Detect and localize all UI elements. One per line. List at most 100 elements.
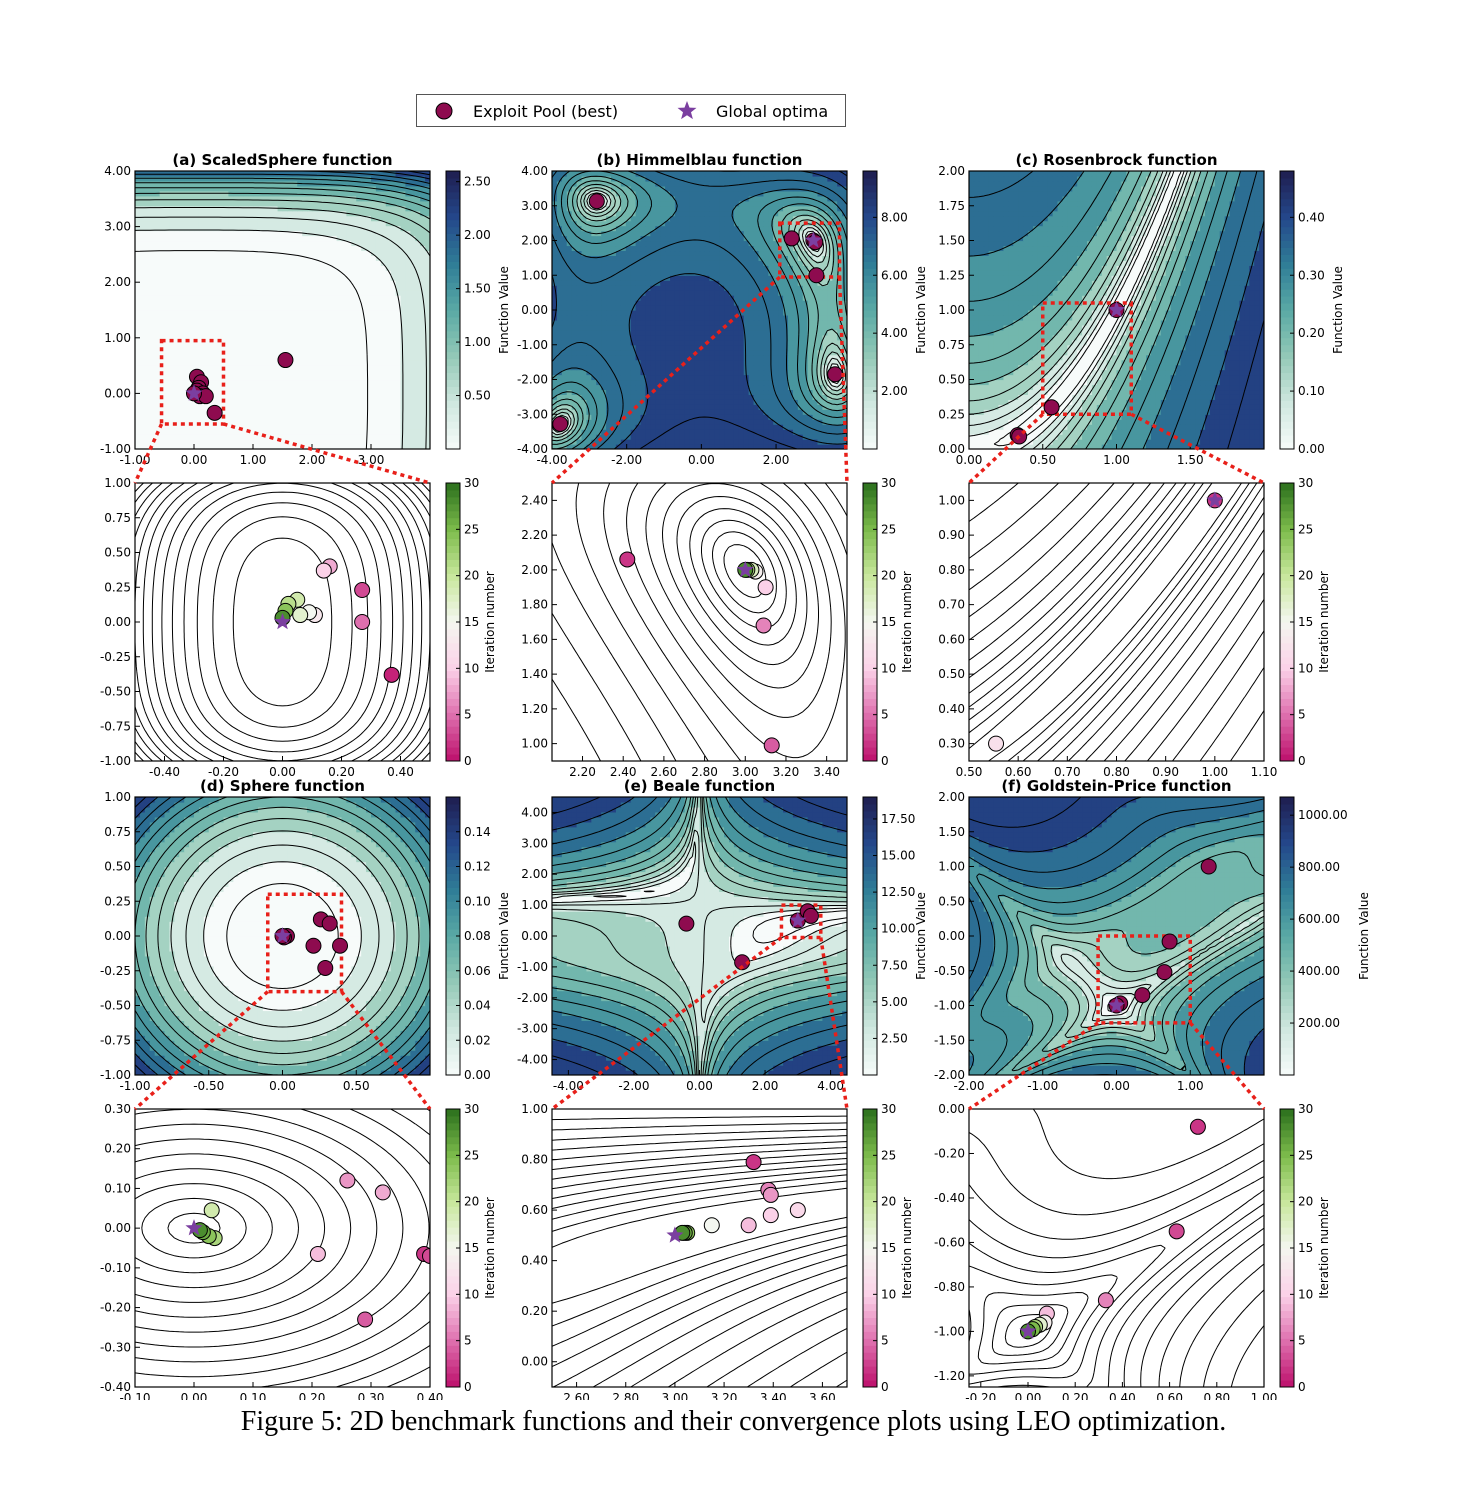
contour-fill-cell xyxy=(253,319,259,326)
contour-fill-cell xyxy=(253,434,259,440)
contour-fill-cell xyxy=(375,344,382,351)
contour-fill-cell xyxy=(346,429,352,435)
contour-fill-cell xyxy=(316,319,323,326)
contour-fill-cell xyxy=(665,384,671,391)
contour-fill-cell xyxy=(611,374,617,381)
contour-fill-cell xyxy=(346,285,352,291)
contour-fill-cell xyxy=(292,374,298,381)
contour-fill-cell xyxy=(282,404,289,410)
contour-fill-cell xyxy=(699,399,706,405)
contour-fill-cell xyxy=(812,434,819,440)
contour-fill-cell xyxy=(361,419,367,425)
contour-fill-cell xyxy=(395,389,402,395)
contour-fill-cell xyxy=(832,339,838,346)
contour-fill-cell xyxy=(679,414,686,420)
contour-fill-cell xyxy=(415,349,421,356)
contour-fill-cell xyxy=(410,205,416,212)
contour-fill-cell xyxy=(341,394,348,400)
colorbar-tick-label: 2.00 xyxy=(464,228,491,242)
contour-fill-cell xyxy=(719,444,725,449)
contour-fill-cell xyxy=(228,180,234,187)
contour-fill-cell xyxy=(425,265,430,271)
contour-fill-cell xyxy=(253,399,259,405)
contour-fill-cell xyxy=(817,379,824,386)
contour-fill-cell xyxy=(694,339,701,346)
contour-fill-cell xyxy=(139,379,146,386)
contour-fill-cell xyxy=(312,280,318,286)
contour-fill-cell xyxy=(714,359,720,366)
contour-fill-cell xyxy=(287,389,293,395)
contour-fill-cell xyxy=(262,369,269,376)
contour-fill-cell xyxy=(655,334,661,341)
contour-fill-cell xyxy=(248,409,254,415)
contour-fill-cell xyxy=(753,379,760,386)
contour-fill-cell xyxy=(832,409,838,415)
contour-fill-cell xyxy=(650,379,656,386)
contour-fill-cell xyxy=(149,245,156,252)
contour-fill-cell xyxy=(302,285,308,291)
contour-fill-cell xyxy=(223,290,230,296)
contour-fill-cell xyxy=(179,394,185,400)
contour-fill-cell xyxy=(272,240,279,247)
contour-fill-cell xyxy=(615,374,622,381)
contour-fill-cell xyxy=(415,305,421,311)
contour-fill-cell xyxy=(566,349,573,356)
contour-fill-cell xyxy=(380,295,387,301)
contour-fill-cell xyxy=(674,354,681,361)
contour-fill-cell xyxy=(361,235,367,242)
contour-fill-cell xyxy=(302,235,308,242)
contour-fill-cell xyxy=(257,260,264,266)
contour-fill-cell xyxy=(144,329,151,336)
contour-fill-cell xyxy=(262,240,269,247)
contour-fill-cell xyxy=(807,434,814,440)
contour-fill-cell xyxy=(660,409,666,415)
contour-fill-cell xyxy=(395,310,402,316)
contour-fill-cell xyxy=(596,394,602,400)
contour-fill-cell xyxy=(228,399,234,405)
contour-fill-cell xyxy=(321,270,328,276)
contour-fill-cell xyxy=(778,364,784,371)
contour-fill-cell xyxy=(832,354,838,361)
contour-fill-cell xyxy=(571,414,578,420)
contour-fill-cell xyxy=(704,394,710,400)
contour-fill-cell xyxy=(144,225,151,232)
contour-fill-cell xyxy=(356,359,362,366)
contour-fill-cell xyxy=(385,424,392,430)
contour-fill-cell xyxy=(699,439,706,445)
contour-fill-cell xyxy=(615,354,622,361)
contour-fill-cell xyxy=(390,225,397,232)
contour-fill-cell xyxy=(316,384,323,391)
contour-fill-cell xyxy=(714,384,720,391)
contour-fill-cell xyxy=(361,270,367,276)
contour-fill-cell xyxy=(758,384,765,391)
contour-fill-cell xyxy=(356,389,362,395)
contour-fill-cell xyxy=(385,265,392,271)
contour-fill-cell xyxy=(154,414,161,420)
contour-fill-cell xyxy=(670,444,676,449)
contour-fill-cell xyxy=(380,250,387,256)
contour-fill-cell xyxy=(807,354,814,361)
contour-fill-cell xyxy=(361,295,367,301)
contour-fill-cell xyxy=(660,439,666,445)
contour-fill-cell xyxy=(400,255,407,261)
contour-fill-cell xyxy=(615,404,622,410)
contour-fill-cell xyxy=(380,444,387,449)
contour-fill-cell xyxy=(272,369,279,376)
contour-fill-cell xyxy=(380,185,387,192)
contour-fill-cell xyxy=(262,419,269,425)
contour-fill-cell xyxy=(292,270,298,276)
contour-fill-cell xyxy=(272,334,279,341)
contour-fill-cell xyxy=(630,354,637,361)
contour-fill-cell xyxy=(174,409,180,415)
contour-fill-cell xyxy=(724,404,730,410)
contour-fill-cell xyxy=(321,329,328,336)
contour-fill-cell xyxy=(154,369,161,376)
contour-fill-cell xyxy=(139,185,146,192)
contour-fill-cell xyxy=(356,349,362,356)
contour-fill-cell xyxy=(184,349,190,356)
contour-fill-cell xyxy=(684,384,691,391)
contour-fill-cell xyxy=(375,250,382,256)
contour-fill-cell xyxy=(326,384,333,391)
contour-fill-cell xyxy=(198,195,205,202)
contour-fill-cell xyxy=(248,205,254,212)
